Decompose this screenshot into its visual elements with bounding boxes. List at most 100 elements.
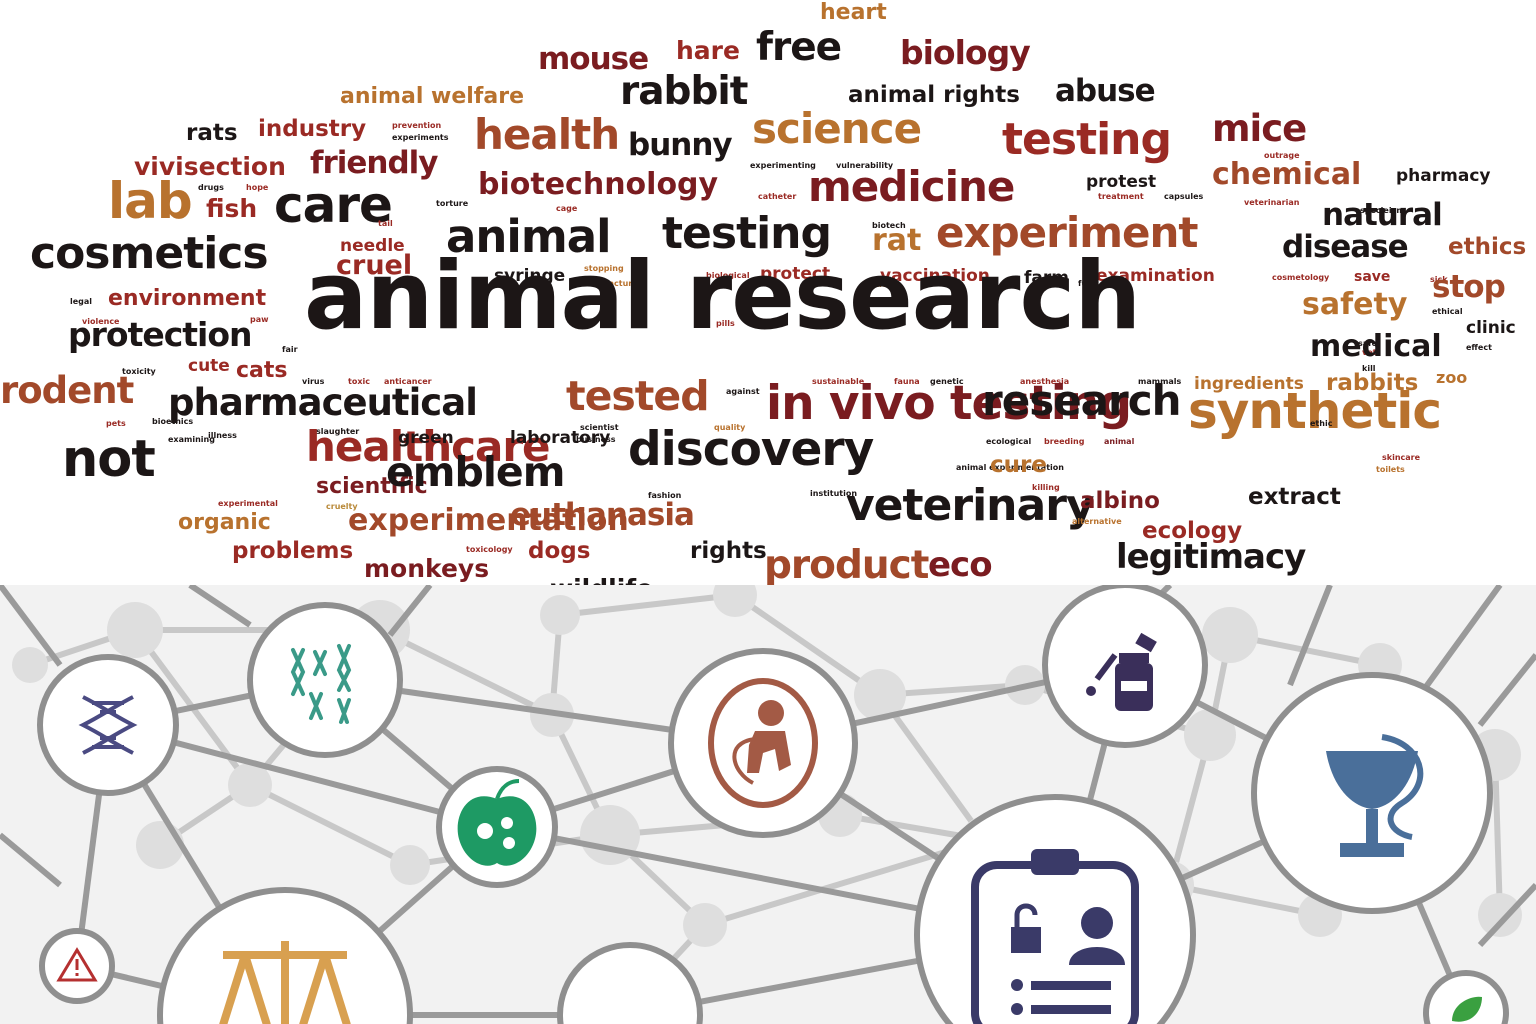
cloud-word: friendly (310, 145, 439, 181)
cloud-word: outrage (1264, 151, 1300, 160)
cloud-word: anticancer (384, 377, 432, 386)
cloud-word: pharmaceutical (168, 381, 478, 424)
cloud-word: catheter (758, 192, 797, 201)
cloud-word: vivisection (134, 152, 286, 181)
cloud-word: extract (1248, 484, 1341, 510)
cloud-word: toxicity (122, 367, 156, 376)
cloud-word: slaughter (316, 427, 360, 436)
cloud-word: scientist (580, 423, 619, 432)
cloud-word: biology (900, 33, 1031, 72)
cloud-word: fair (282, 345, 298, 354)
cloud-word: torture (436, 199, 469, 208)
cloud-word: veterinary (846, 480, 1095, 531)
cloud-word: quality (714, 423, 746, 432)
cloud-word: bioethics (152, 417, 194, 426)
cloud-word: research (982, 376, 1182, 425)
clipboard-lock-user-icon (971, 849, 1139, 1024)
cloud-word: fish (206, 194, 258, 223)
cloud-word: sustainable (812, 377, 865, 386)
cloud-word: mouse (538, 41, 649, 77)
cloud-word: albino (1080, 488, 1160, 514)
cloud-word: chemical (1212, 157, 1362, 192)
cloud-word: experimentation (348, 503, 629, 538)
cloud-word: animal rights (848, 82, 1020, 108)
leaf-icon (1452, 996, 1482, 1022)
cloud-word: safe (1358, 339, 1378, 348)
cloud-word: biotechnology (478, 167, 719, 202)
cloud-word: industry (258, 116, 367, 142)
cloud-word: animal experimentation (956, 463, 1064, 472)
cloud-word: organic (178, 510, 271, 535)
cloud-word: vaccination (880, 266, 990, 286)
cloud-word: scientific (316, 474, 428, 499)
cloud-word: emblem (386, 448, 565, 496)
cloud-word: euthanasia (510, 497, 695, 533)
apple-gears-icon (457, 779, 537, 866)
cloud-word: bunny (628, 127, 733, 163)
cloud-word: effect (1466, 343, 1492, 352)
cloud-word: testing (1002, 114, 1172, 165)
cloud-word: justice (862, 280, 892, 289)
word-cloud: heart mouse hare free biology animal welfare r… (0, 1, 1527, 585)
cloud-word: mice (1212, 107, 1307, 150)
cloud-word: rat (872, 223, 922, 258)
cloud-word: against (726, 387, 760, 396)
cloud-word: pets (106, 419, 126, 428)
cloud-word: cruel (336, 250, 413, 281)
dropper-vial-icon (1086, 632, 1157, 711)
warning-icon (56, 947, 98, 982)
cloud-word: protest (1086, 172, 1157, 192)
cloud-word: experimental (218, 499, 278, 508)
cloud-word: animal research (304, 242, 1141, 351)
cloud-word: experiments (392, 133, 449, 142)
cloud-word: anesthesia (1020, 377, 1070, 386)
cloud-word: genetic (930, 377, 964, 386)
cloud-word: treatment (1098, 192, 1144, 201)
cloud-word: examining (168, 435, 215, 444)
cloud-word: syringe (494, 266, 566, 286)
cloud-word: cruelty (326, 502, 358, 511)
cloud-word: cosmetics (30, 228, 269, 279)
cloud-word: manufacturing (580, 279, 647, 288)
cloud-word: safety (1302, 287, 1408, 322)
cloud-word: science (752, 104, 922, 153)
cloud-word: toxic (348, 377, 370, 386)
cloud-word: pills (716, 319, 735, 328)
cloud-word: vet (1362, 348, 1377, 357)
cloud-word: legitimacy (1116, 537, 1306, 577)
cloud-word: rights (690, 538, 767, 564)
cloud-word: fur (1078, 279, 1092, 288)
cloud-word: mammals (1138, 377, 1182, 386)
cloud-word: killing (1032, 483, 1060, 492)
cloud-word: ecology (1142, 518, 1243, 544)
cloud-word: cute (188, 356, 230, 376)
cloud-word: protect (760, 264, 831, 284)
cloud-word: tested (566, 372, 710, 420)
cloud-word: environment (108, 286, 267, 311)
cloud-word: dogs (528, 538, 591, 564)
cloud-word: problems (232, 538, 354, 564)
dna-icon (78, 695, 138, 755)
cloud-word: virus (302, 377, 325, 386)
cloud-word: ecological (986, 437, 1032, 446)
cloud-word: disease (1282, 229, 1409, 265)
cloud-word: tail (378, 219, 393, 228)
cloud-word: save (1354, 269, 1391, 285)
cloud-word: legal (70, 297, 93, 306)
cloud-word: testing (662, 208, 832, 259)
cloud-word: medicine (808, 162, 1015, 211)
cloud-word: ethics (1448, 234, 1527, 260)
cloud-word: abuse (1055, 73, 1156, 109)
cloud-word: fauna (894, 377, 920, 386)
cloud-word: business (576, 435, 616, 444)
cloud-word: medical (1310, 329, 1442, 364)
cloud-word: wildlife (550, 576, 653, 585)
fetus-icon (708, 678, 818, 808)
cloud-word: breeding (1044, 437, 1085, 446)
cloud-word: stop (1432, 269, 1506, 305)
pharmacy-bowl-icon (1326, 734, 1424, 857)
cloud-word: cats (236, 358, 288, 383)
cloud-word: toilets (1376, 465, 1405, 474)
cloud-word: alternative (1072, 517, 1122, 526)
cloud-word: clinic (1466, 318, 1516, 338)
